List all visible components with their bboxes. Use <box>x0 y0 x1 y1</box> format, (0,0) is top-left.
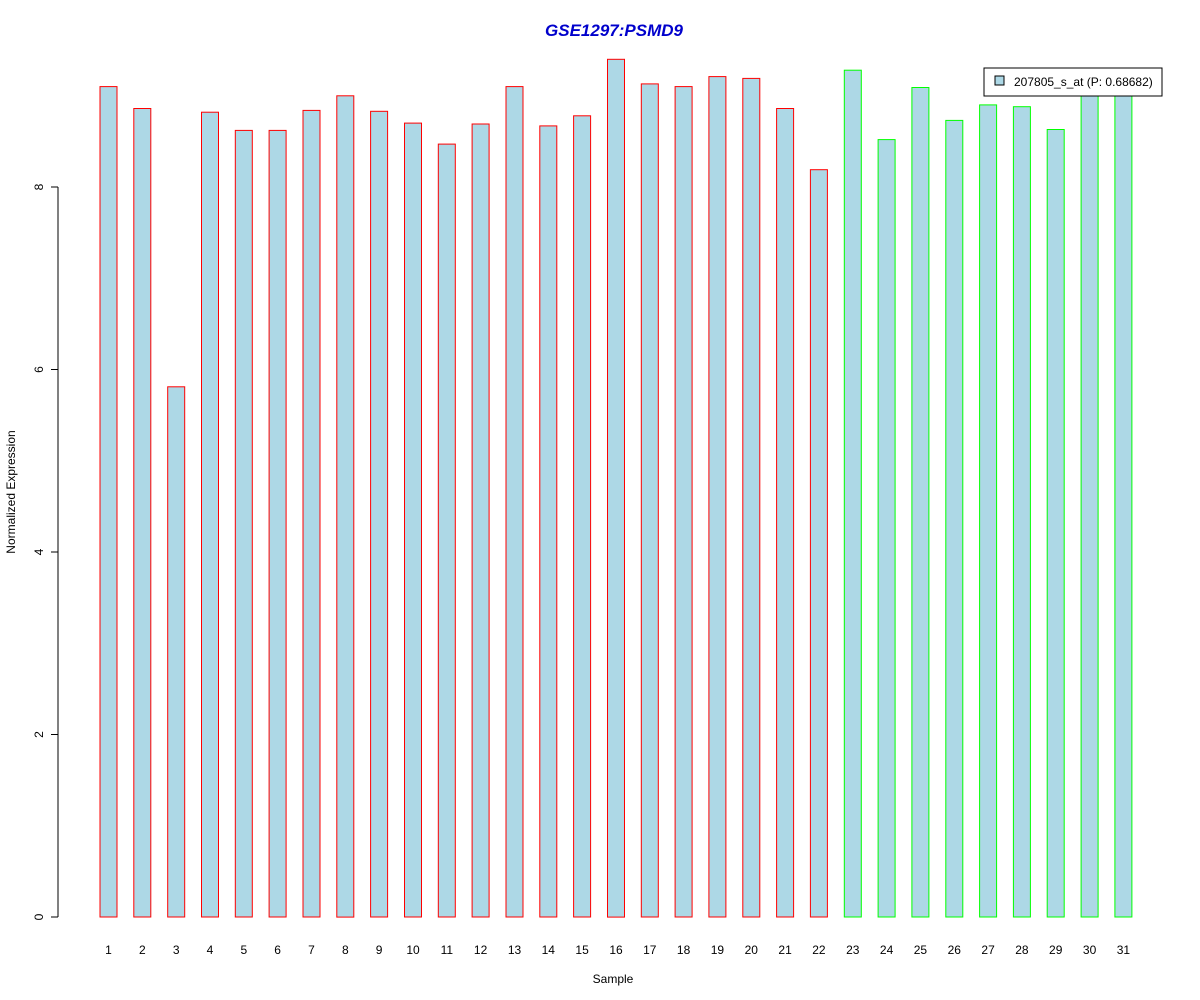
bar-sample-2 <box>133 108 152 918</box>
x-axis-title: Sample <box>593 972 634 986</box>
y-tick-label: 0 <box>32 913 46 920</box>
bar-sample-11 <box>437 143 456 918</box>
legend-swatch <box>994 75 1005 86</box>
x-tick-label: 8 <box>342 943 349 957</box>
y-tick-label: 6 <box>32 366 46 373</box>
x-tick-label: 20 <box>745 943 759 957</box>
y-tick-label: 2 <box>32 731 46 738</box>
bar-sample-24 <box>877 139 896 918</box>
x-tick-label: 17 <box>643 943 657 957</box>
x-tick-label: 29 <box>1049 943 1063 957</box>
x-tick-label: 27 <box>981 943 995 957</box>
x-tick-label: 11 <box>441 943 454 957</box>
bar-sample-28 <box>1012 106 1031 918</box>
y-tick-label: 4 <box>32 548 46 555</box>
x-tick-label: 18 <box>677 943 691 957</box>
x-tick-label: 10 <box>406 943 420 957</box>
y-tick-label: 8 <box>32 183 46 190</box>
bar-sample-23 <box>843 69 862 918</box>
bar-sample-8 <box>336 95 355 918</box>
x-tick-label: 9 <box>376 943 383 957</box>
x-tick-label: 4 <box>207 943 214 957</box>
x-tick-label: 5 <box>240 943 247 957</box>
x-tick-label: 24 <box>880 943 894 957</box>
bar-sample-3 <box>167 386 186 918</box>
x-tick-label: 22 <box>812 943 826 957</box>
bar-sample-22 <box>809 169 828 918</box>
bar-sample-10 <box>404 122 422 918</box>
bar-sample-14 <box>539 125 558 918</box>
x-tick-label: 14 <box>542 943 556 957</box>
x-tick-label: 21 <box>778 943 792 957</box>
x-tick-label: 16 <box>609 943 623 957</box>
x-tick-label: 25 <box>914 943 928 957</box>
x-tick-label: 19 <box>711 943 725 957</box>
x-tick-labels: 1 2 3 4 5 6 7 8 9 10 11 12 13 14 15 16 17 18 19 20 21 22 23 24 2… <box>105 943 1130 957</box>
legend-box <box>983 67 1163 97</box>
legend-label: 207805_s_at (P: 0.68682) <box>1014 75 1153 89</box>
y-axis: 0 2 4 6 8 <box>32 183 59 920</box>
chart-title: GSE1297:PSMD9 <box>545 21 683 40</box>
bar-sample-4 <box>201 111 219 918</box>
bar-sample-20 <box>742 77 761 918</box>
bar-sample-21 <box>776 108 795 918</box>
x-tick-label: 31 <box>1117 943 1131 957</box>
x-tick-label: 15 <box>575 943 589 957</box>
bar-sample-15 <box>573 115 592 918</box>
x-tick-label: 26 <box>948 943 962 957</box>
bar-sample-7 <box>302 109 321 918</box>
bar-sample-17 <box>640 83 659 918</box>
bar-sample-6 <box>268 129 287 918</box>
bar-sample-26 <box>945 119 964 918</box>
bar-sample-30 <box>1080 93 1099 918</box>
x-tick-label: 28 <box>1015 943 1029 957</box>
x-tick-label: 12 <box>474 943 488 957</box>
bar-sample-27 <box>979 104 998 918</box>
bar-sample-19 <box>708 76 727 918</box>
bar-sample-13 <box>505 86 524 918</box>
bar-sample-25 <box>911 87 930 918</box>
x-tick-label: 1 <box>105 943 112 957</box>
bar-sample-29 <box>1046 129 1065 918</box>
bar-sample-9 <box>370 110 389 918</box>
bar-sample-1 <box>99 86 118 918</box>
x-tick-label: 2 <box>139 943 146 957</box>
legend: 207805_s_at (P: 0.68682) <box>983 67 1163 97</box>
bar-sample-31 <box>1114 93 1133 918</box>
bar-sample-18 <box>674 86 693 918</box>
bars-group <box>99 58 1133 918</box>
y-axis-title: Normalized Expression <box>4 430 18 553</box>
bar-sample-16 <box>607 58 625 918</box>
x-tick-label: 23 <box>846 943 860 957</box>
x-tick-label: 7 <box>308 943 315 957</box>
x-tick-label: 6 <box>274 943 281 957</box>
x-tick-label: 13 <box>508 943 522 957</box>
x-tick-label: 3 <box>173 943 180 957</box>
bar-sample-5 <box>234 129 253 918</box>
bar-sample-12 <box>471 123 490 918</box>
x-tick-label: 30 <box>1083 943 1097 957</box>
